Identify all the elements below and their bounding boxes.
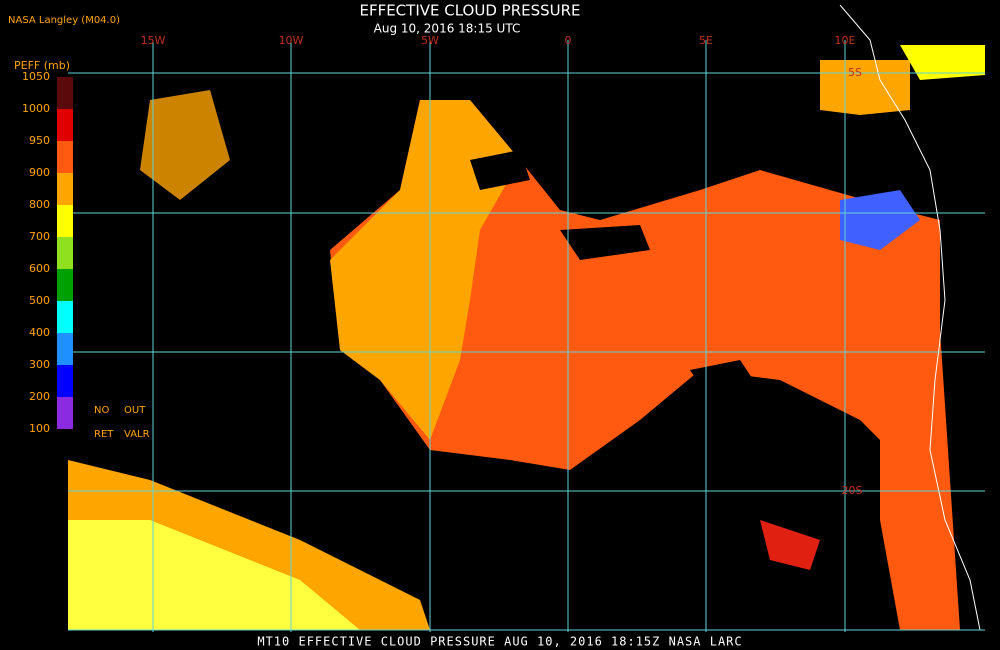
credit: NASA Langley (M04.0)	[8, 15, 120, 26]
legend-tick: 800	[29, 198, 50, 211]
legend-swatch	[57, 77, 73, 109]
clouds	[68, 45, 985, 630]
legend-swatch	[57, 269, 73, 301]
legend-tick: 600	[29, 262, 50, 275]
clear-sky	[690, 360, 760, 400]
lat-label: 5S	[848, 66, 862, 79]
lon-label: 5W	[421, 34, 439, 47]
legend-swatch	[57, 237, 73, 269]
legend-note: VALR	[124, 429, 150, 440]
legend-swatch	[57, 141, 73, 173]
title: EFFECTIVE CLOUD PRESSURE	[359, 2, 580, 20]
cloud-mass	[820, 60, 910, 115]
legend-note: OUT	[124, 405, 146, 416]
legend-tick: 100	[29, 422, 50, 435]
cloud-mass	[900, 45, 985, 80]
legend-note: NO	[94, 405, 109, 416]
cloud-mass	[760, 520, 820, 570]
legend-swatch	[57, 301, 73, 333]
legend-swatch	[57, 205, 73, 237]
legend-tick: 200	[29, 390, 50, 403]
legend-tick: 700	[29, 230, 50, 243]
legend-swatch	[57, 109, 73, 141]
legend-swatch	[57, 397, 73, 429]
legend-tick: 500	[29, 294, 50, 307]
cloud-mass	[330, 100, 520, 440]
legend-note: RET	[94, 429, 114, 440]
legend-tick: 400	[29, 326, 50, 339]
clear-sky	[470, 150, 530, 190]
lon-label: 15W	[141, 34, 166, 47]
lon-label: 10E	[835, 34, 856, 47]
lat-label: 20S	[842, 484, 863, 497]
legend-tick: 300	[29, 358, 50, 371]
legend-swatch	[57, 365, 73, 397]
legend-tick: 1050	[22, 70, 50, 83]
cloud-mass	[840, 190, 920, 250]
cloud-mass	[68, 520, 360, 630]
cloud-mass	[880, 330, 960, 630]
legend-swatch	[57, 333, 73, 365]
legend-label: PEFF (mb)	[14, 59, 70, 72]
footer: MT10 EFFECTIVE CLOUD PRESSURE AUG 10, 20…	[257, 635, 742, 649]
subtitle: Aug 10, 2016 18:15 UTC	[374, 22, 521, 36]
lon-label: 10W	[279, 34, 304, 47]
legend-swatch	[57, 173, 73, 205]
legend-tick: 900	[29, 166, 50, 179]
cloud-mass	[140, 90, 230, 200]
clear-sky	[560, 225, 650, 260]
legend-tick: 950	[29, 134, 50, 147]
legend-tick: 1000	[22, 102, 50, 115]
lon-label: 0	[565, 34, 572, 47]
lon-label: 5E	[699, 34, 713, 47]
